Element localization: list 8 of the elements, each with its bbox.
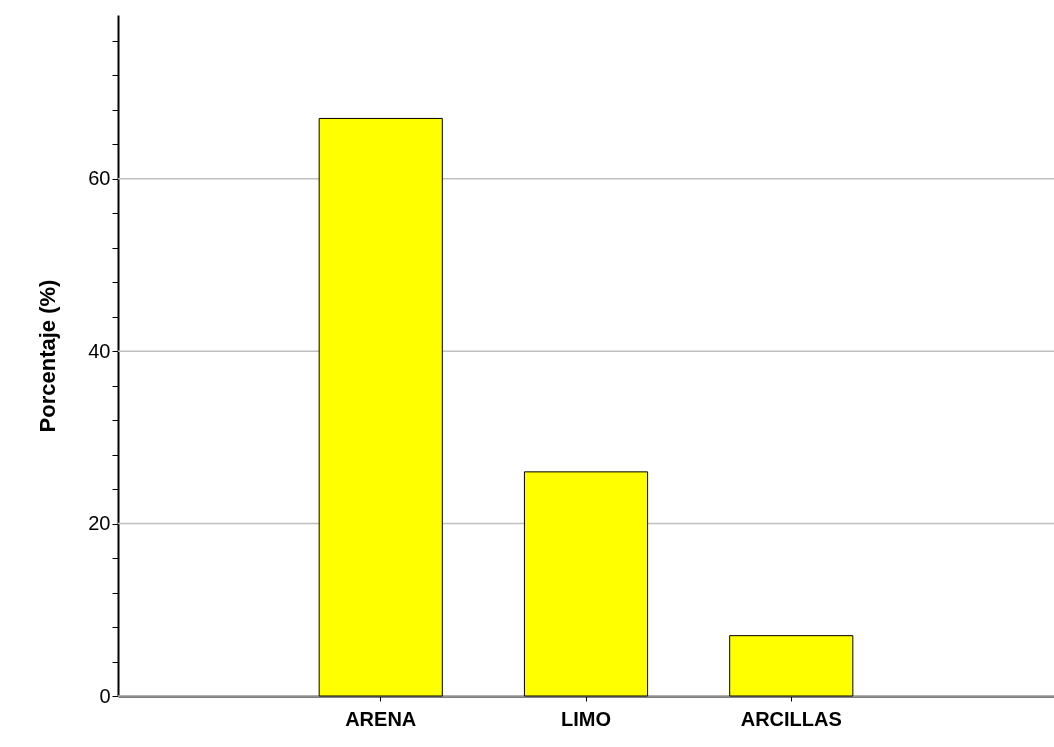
- x-tick-label: ARENA: [345, 707, 417, 730]
- x-tick-label: ARCILLAS: [740, 707, 842, 730]
- y-tick-label: 60: [88, 167, 111, 190]
- y-axis-title: Porcentaje (%): [35, 279, 61, 433]
- y-tick-label: 20: [88, 512, 111, 535]
- y-tick-label: 40: [88, 339, 111, 362]
- x-tick-label: LIMO: [561, 707, 611, 730]
- y-tick-label: 0: [99, 684, 111, 707]
